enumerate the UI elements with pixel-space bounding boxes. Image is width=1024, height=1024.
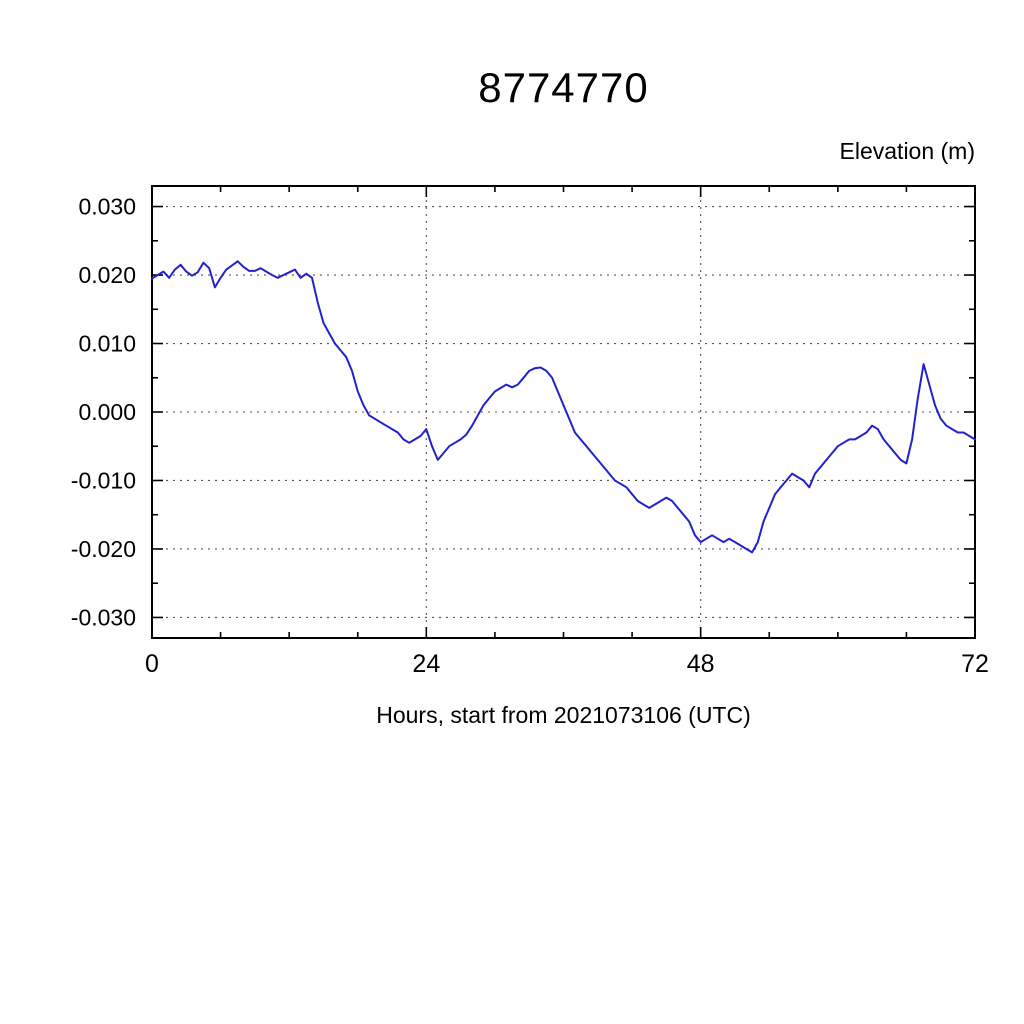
x-tick-label: 24: [412, 650, 440, 678]
y-tick-label: 0.020: [78, 262, 136, 288]
chart-title: 8774770: [478, 64, 649, 111]
x-tick-label: 0: [145, 650, 159, 678]
x-tick-label: 48: [687, 650, 715, 678]
plot-svg: 0 24 48 72 0.030 0.020 0.010 0.000 -0.010 -0.020 -…: [71, 185, 989, 678]
y-tick-label: 0.030: [78, 194, 136, 220]
y-tick-label: -0.010: [71, 468, 136, 494]
y-tick-label: -0.020: [71, 536, 136, 562]
x-tick-label: 72: [961, 650, 989, 678]
plot-frame: [151, 185, 976, 639]
y-axis-title: Elevation (m): [839, 138, 975, 164]
y-tick-label: 0.010: [78, 331, 136, 357]
data-line: [151, 260, 976, 554]
y-tick-label: 0.000: [78, 399, 136, 425]
y-tick-label: -0.030: [71, 605, 136, 631]
x-axis-title: Hours, start from 2021073106 (UTC): [376, 702, 751, 728]
